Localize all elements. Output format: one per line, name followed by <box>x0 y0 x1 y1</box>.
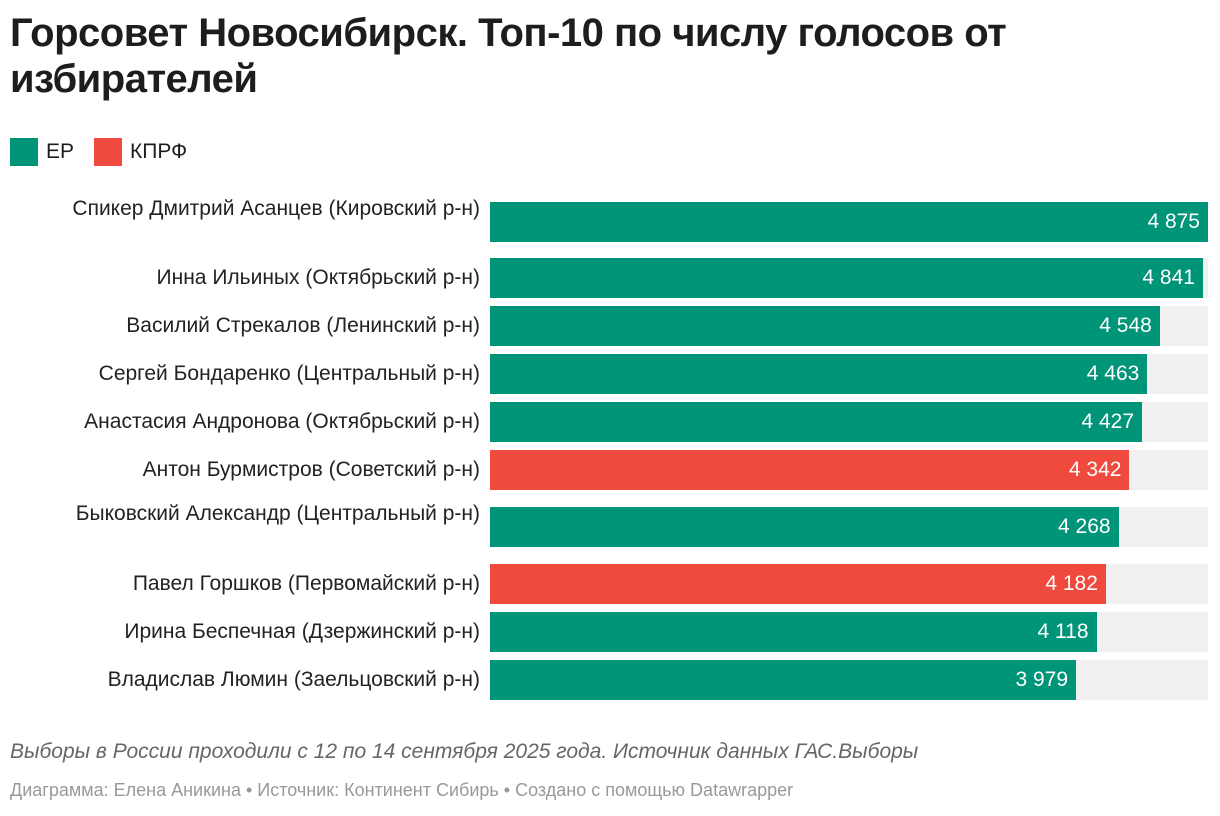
value-label: 4 342 <box>1068 458 1122 481</box>
bar-track: 4 463 <box>490 354 1208 394</box>
bar: 4 342 <box>490 450 1130 490</box>
bar-label: Владислав Люмин (Заельцовский р-н) <box>107 668 480 691</box>
bar-label: Василий Стрекалов (Ленинский р-н) <box>126 314 480 337</box>
bar: 4 182 <box>490 564 1106 604</box>
bar: 4 118 <box>490 612 1097 652</box>
bar-label: Быковский Александр (Центральный р-н) <box>75 502 480 525</box>
bar: 4 875 <box>490 202 1208 242</box>
bar-track: 4 342 <box>490 450 1208 490</box>
bar-label: Антон Бурмистров (Советский р-н) <box>142 458 480 481</box>
bar-track: 4 118 <box>490 612 1208 652</box>
bar: 3 979 <box>490 660 1077 700</box>
bar-track: 4 841 <box>490 258 1208 298</box>
bar-label: Анастасия Андронова (Октябрьский р-н) <box>84 410 480 433</box>
legend-label: КПРФ <box>130 140 188 163</box>
value-label: 4 182 <box>1045 572 1098 595</box>
bar-label: Сергей Бондаренко (Центральный р-н) <box>98 362 480 385</box>
bar: 4 463 <box>490 354 1148 394</box>
bar-track: 4 268 <box>490 507 1208 547</box>
bar-label: Спикер Дмитрий Асанцев (Кировский р-н) <box>72 197 480 220</box>
value-label: 4 268 <box>1058 515 1111 538</box>
bar-label: Инна Ильиных (Октябрьский р-н) <box>156 266 480 289</box>
bar: 4 268 <box>490 507 1119 547</box>
value-label: 4 427 <box>1081 410 1135 433</box>
bar-track: 4 548 <box>490 306 1208 346</box>
value-label: 4 548 <box>1099 314 1152 337</box>
legend-swatch <box>10 138 38 166</box>
bar-track: 4 182 <box>490 564 1208 604</box>
bar: 4 548 <box>490 306 1160 346</box>
bar-track: 4 875 <box>490 202 1208 242</box>
credit-line: Диаграмма: Елена Аникина • Источник: Кон… <box>10 780 794 800</box>
footnote: Выборы в России проходили с 12 по 14 сен… <box>10 740 919 763</box>
value-label: 4 875 <box>1147 210 1200 233</box>
bar: 4 841 <box>490 258 1203 298</box>
bar: 4 427 <box>490 402 1143 442</box>
legend-swatch <box>94 138 123 166</box>
chart-title: Горсовет Новосибирск. Топ-10 по числу го… <box>10 11 1007 101</box>
bar-label: Ирина Беспечная (Дзержинский р-н) <box>124 620 480 643</box>
value-label: 3 979 <box>1015 668 1069 691</box>
bar-track: 4 427 <box>490 402 1208 442</box>
bar-track: 3 979 <box>490 660 1208 700</box>
value-label: 4 841 <box>1142 266 1195 289</box>
bar-label: Павел Горшков (Первомайский р-н) <box>132 572 480 595</box>
legend-item-kprf: КПРФ <box>94 138 187 166</box>
legend-label: ЕР <box>46 140 75 163</box>
legend: ЕР КПРФ <box>10 138 187 166</box>
value-label: 4 118 <box>1037 620 1089 643</box>
legend-item-er: ЕР <box>10 138 74 166</box>
value-label: 4 463 <box>1086 362 1140 385</box>
